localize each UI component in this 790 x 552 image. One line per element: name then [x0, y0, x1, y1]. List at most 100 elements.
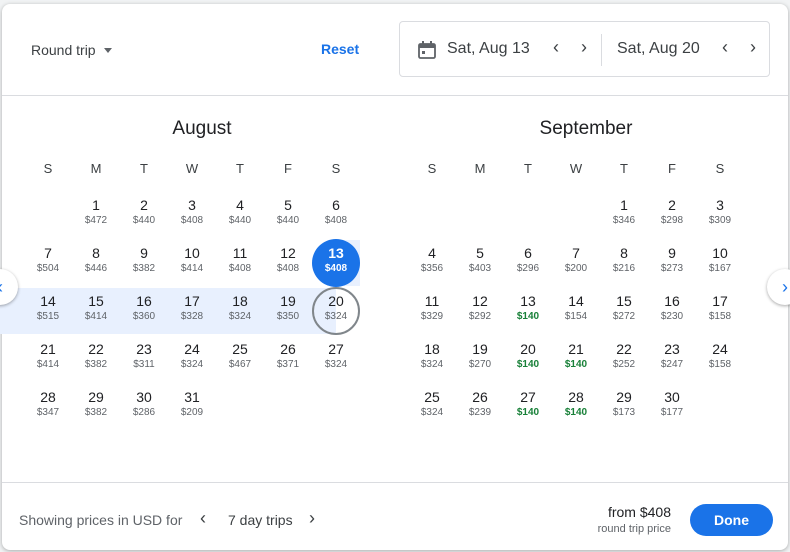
day-cell[interactable]: 12 $292: [456, 288, 504, 334]
day-cell[interactable]: 4 $440: [216, 192, 264, 238]
day-number: 28: [40, 389, 56, 405]
day-cell[interactable]: 29 $173: [600, 384, 648, 430]
day-cell[interactable]: 27 $140: [504, 384, 552, 430]
day-cell[interactable]: 16 $360: [120, 288, 168, 334]
day-cell[interactable]: 25 $324: [408, 384, 456, 430]
trip-length-decrease-button[interactable]: ‹: [200, 508, 206, 528]
day-cell[interactable]: 4 $356: [408, 240, 456, 286]
day-price: $209: [180, 407, 204, 418]
day-cell[interactable]: 10 $167: [696, 240, 744, 286]
day-cell[interactable]: 5 $440: [264, 192, 312, 238]
day-cell[interactable]: 19 $270: [456, 336, 504, 382]
day-price: $173: [612, 407, 636, 418]
day-cell[interactable]: 1 $472: [72, 192, 120, 238]
day-cell[interactable]: 17 $158: [696, 288, 744, 334]
trip-length-increase-button[interactable]: ›: [309, 508, 315, 528]
day-price: $158: [708, 359, 732, 370]
day-number: 3: [716, 197, 724, 213]
day-cell[interactable]: 12 $408: [264, 240, 312, 286]
day-cell[interactable]: 21 $140: [552, 336, 600, 382]
weekday-label: T: [236, 161, 244, 176]
trip-type-dropdown[interactable]: Round trip: [31, 42, 112, 58]
day-cell[interactable]: 29 $382: [72, 384, 120, 430]
day-cell[interactable]: 21 $414: [24, 336, 72, 382]
day-cell[interactable]: 23 $247: [648, 336, 696, 382]
day-cell[interactable]: 23 $311: [120, 336, 168, 382]
day-cell[interactable]: 22 $382: [72, 336, 120, 382]
return-prev-button[interactable]: ‹: [722, 37, 728, 57]
day-cell[interactable]: 7 $504: [24, 240, 72, 286]
day-price: $347: [36, 407, 60, 418]
prev-month-button[interactable]: ‹: [0, 269, 18, 305]
day-cell[interactable]: 22 $252: [600, 336, 648, 382]
day-cell[interactable]: 11 $408: [216, 240, 264, 286]
day-number: 9: [668, 245, 676, 261]
day-cell[interactable]: 3 $309: [696, 192, 744, 238]
day-cell[interactable]: 17 $328: [168, 288, 216, 334]
day-cell[interactable]: 26 $239: [456, 384, 504, 430]
day-cell[interactable]: 13 $140: [504, 288, 552, 334]
day-cell[interactable]: 31 $209: [168, 384, 216, 430]
day-cell[interactable]: 28 $140: [552, 384, 600, 430]
day-cell[interactable]: 19 $350: [264, 288, 312, 334]
day-cell[interactable]: 13 $408: [312, 239, 360, 287]
day-cell[interactable]: 14 $515: [0, 288, 72, 334]
day-cell[interactable]: 25 $467: [216, 336, 264, 382]
day-cell[interactable]: 9 $382: [120, 240, 168, 286]
day-cell[interactable]: 20 $140: [504, 336, 552, 382]
day-cell[interactable]: 16 $230: [648, 288, 696, 334]
day-number: 10: [184, 245, 200, 261]
day-price: $324: [420, 407, 444, 418]
day-cell[interactable]: 2 $298: [648, 192, 696, 238]
day-cell[interactable]: 6 $408: [312, 192, 360, 238]
day-cell[interactable]: 15 $414: [72, 288, 120, 334]
day-cell[interactable]: 30 $286: [120, 384, 168, 430]
day-cell[interactable]: 2 $440: [120, 192, 168, 238]
day-cell[interactable]: 30 $177: [648, 384, 696, 430]
day-cell[interactable]: 26 $371: [264, 336, 312, 382]
done-button[interactable]: Done: [690, 504, 773, 536]
day-cell[interactable]: 1 $346: [600, 192, 648, 238]
day-cell[interactable]: 14 $154: [552, 288, 600, 334]
range-highlight: [120, 288, 168, 334]
day-price: $350: [276, 311, 300, 322]
day-cell[interactable]: 15 $272: [600, 288, 648, 334]
day-cell[interactable]: 20 $324: [312, 287, 360, 335]
reset-button[interactable]: Reset: [321, 41, 360, 57]
day-price: $440: [132, 215, 156, 226]
day-number: 2: [668, 197, 676, 213]
weekday-label: S: [331, 161, 341, 176]
depart-next-button[interactable]: ›: [581, 37, 587, 57]
day-price: $414: [180, 263, 204, 274]
day-cell[interactable]: 24 $158: [696, 336, 744, 382]
return-next-button[interactable]: ›: [750, 37, 756, 57]
day-cell[interactable]: 18 $324: [216, 288, 264, 334]
day-cell[interactable]: 8 $216: [600, 240, 648, 286]
day-price: $230: [660, 311, 684, 322]
day-number: 27: [328, 341, 344, 357]
day-number: 30: [664, 389, 680, 405]
day-cell[interactable]: 9 $273: [648, 240, 696, 286]
day-cell[interactable]: 24 $324: [168, 336, 216, 382]
day-cell[interactable]: 28 $347: [24, 384, 72, 430]
day-cell[interactable]: 18 $324: [408, 336, 456, 382]
day-cell[interactable]: 5 $403: [456, 240, 504, 286]
day-price: $371: [276, 359, 300, 370]
day-cell[interactable]: 6 $296: [504, 240, 552, 286]
day-number: 20: [328, 293, 344, 309]
weekday-label: F: [284, 161, 292, 176]
depart-prev-button[interactable]: ‹: [553, 37, 559, 57]
return-date[interactable]: Sat, Aug 20: [617, 40, 700, 57]
departure-date[interactable]: Sat, Aug 13: [447, 40, 530, 57]
date-range-field: Sat, Aug 13 ‹ › Sat, Aug 20 ‹ ›: [399, 21, 770, 77]
day-cell[interactable]: 8 $446: [72, 240, 120, 286]
day-cell[interactable]: 3 $408: [168, 192, 216, 238]
day-cell[interactable]: 27 $324: [312, 336, 360, 382]
day-cell[interactable]: 10 $414: [168, 240, 216, 286]
day-cell[interactable]: 7 $200: [552, 240, 600, 286]
next-month-button[interactable]: ›: [767, 269, 790, 305]
day-price: $286: [132, 407, 156, 418]
weekday-label: S: [427, 161, 437, 176]
day-cell[interactable]: 11 $329: [408, 288, 456, 334]
weekday-label: T: [620, 161, 628, 176]
